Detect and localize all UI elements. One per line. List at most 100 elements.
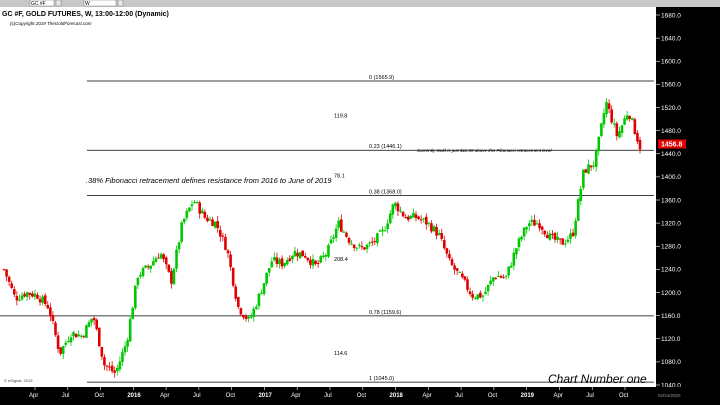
candle-body [520,236,523,240]
candle-body [288,258,292,261]
candle-body [249,316,253,318]
period-input-text: W [85,1,90,7]
candle-body [587,164,590,174]
candle-body [69,337,73,343]
time-tick-label: Apr [29,393,38,399]
candle-body [342,231,346,233]
candle-body [110,365,114,372]
candle-body [378,230,382,232]
candle-body [360,246,364,248]
price-tick-label: 1560.0 [661,82,681,89]
candle-body [365,244,369,250]
candle-body [592,165,595,167]
candle-body [49,307,52,317]
candle-body [419,219,423,221]
time-tick-label: 2016 [127,393,141,399]
candle-body [525,227,529,230]
price-tick-label: 1360.0 [661,197,681,204]
distance-label: 78.1 [334,174,345,180]
candle-body [584,169,588,173]
candle-body [92,317,96,321]
candle-body [296,252,299,257]
candle-body [337,220,341,228]
candle-body [574,220,577,236]
candle-body [602,113,606,125]
candle-body [139,274,142,277]
candle-body [237,297,240,307]
candle-body [79,335,83,337]
candle-body [607,103,611,110]
candle-body [177,242,181,250]
candle-body [224,236,227,250]
candle-body [41,296,44,303]
price-tick-label: 1200.0 [661,290,681,297]
distance-label: 208.4 [334,257,348,263]
candle-body [579,188,583,201]
candle-body [144,265,147,268]
period-dropdown-icon[interactable] [117,0,124,7]
candle-body [509,265,513,268]
candle-body [182,218,186,223]
candle-body [108,366,111,368]
time-tick-label: Oct [95,393,105,399]
time-tick-label: 2018 [390,393,404,399]
candle-body [358,244,361,247]
candle-body [551,233,554,235]
price-tick-label: 1280.0 [661,244,681,251]
time-tick-label: 2017 [258,393,272,399]
symbol-input[interactable] [29,0,55,7]
candle-body [157,257,160,259]
fibonacci-levels: 0 (1565.9) 0.23 (1446.1) 0.38 (1368.0) 0.78… [0,75,654,383]
candle-body [494,277,498,279]
candle-body [190,204,194,207]
candle-body [319,256,323,263]
candle-body [491,277,495,282]
symbol-dropdown-icon[interactable] [55,0,62,7]
candle-body [406,216,410,220]
candle-body [242,314,245,318]
candle-body [566,239,570,243]
candle-body [597,136,601,152]
candle-body [370,241,374,243]
candle-body [239,308,243,315]
candle-body [162,254,165,260]
candle-body [502,277,505,279]
period-input[interactable] [83,0,117,7]
candle-body [316,263,320,265]
candle-body [327,244,330,257]
candle-body [175,249,178,269]
candle-body [126,340,129,347]
candle-body [422,218,426,220]
candle-body [376,233,379,244]
time-tick-label: Jul [62,393,70,399]
price-tick-label: 1160.0 [661,313,681,320]
time-tick-label: 2019 [521,393,535,399]
time-tick-label: Apr [291,393,300,399]
candle-body [229,254,232,267]
candle-body [432,226,436,232]
candle-body [522,227,526,237]
candle-body [285,260,289,265]
price-tick-label: 1640.0 [661,35,681,42]
candle-body [283,263,286,267]
candle-body [255,306,258,309]
price-tick-label: 1080.0 [661,359,681,366]
candle-body [105,365,109,367]
candle-body [497,276,500,278]
candle-body [437,233,441,235]
candle-body [273,257,276,261]
candle-body [615,123,619,137]
candle-body [95,319,98,330]
fib-label: 0 (1565.9) [369,75,394,81]
candle-body [332,237,335,239]
candle-body [64,342,68,345]
candle-body [59,347,62,354]
candle-body [612,123,616,125]
candle-body [515,248,518,255]
candle-body [443,240,446,249]
candle-body [409,215,413,219]
candle-body [499,275,503,278]
candle-body [159,254,163,259]
candle-body [252,308,256,318]
fib-note: .38% Fibonacci retracement defines resis… [86,176,332,185]
